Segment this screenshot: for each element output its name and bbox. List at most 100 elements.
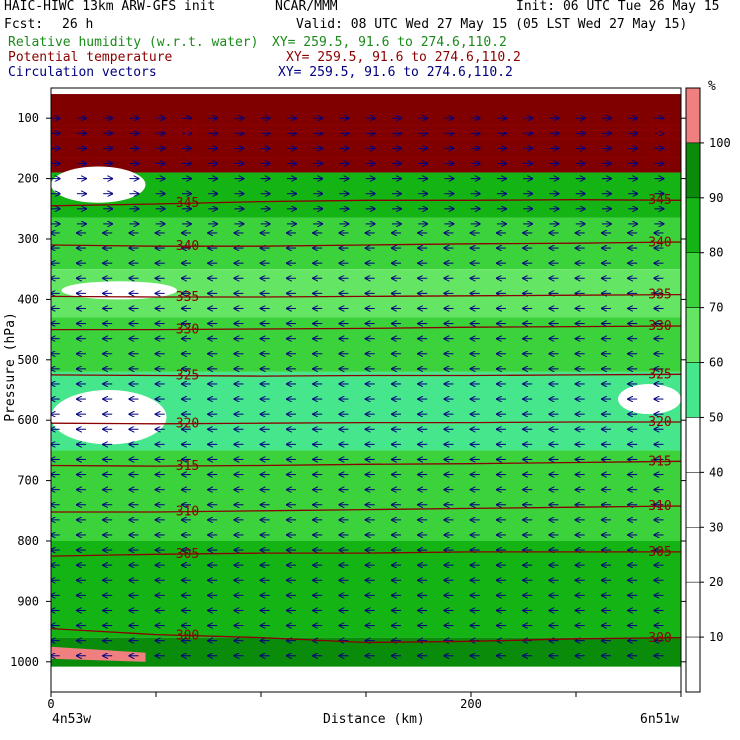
- colorbar-tick-label: 70: [709, 301, 723, 315]
- colorbar-segment: [685, 142, 701, 199]
- y-axis-label: Pressure (hPa): [2, 312, 18, 422]
- org-label: NCAR/MMM: [275, 0, 338, 14]
- theta-label: 305: [648, 545, 671, 560]
- theta-contour-layer: 300 300 305 305 310 310 315 315 320 320 325 325 330 3…: [51, 118, 681, 646]
- colorbar-tick-label: 30: [709, 520, 723, 534]
- colorbar-segment: [685, 417, 701, 473]
- theta-label: 320: [648, 415, 671, 430]
- theta-label: 330: [176, 322, 199, 337]
- colorbar-segment: [685, 197, 701, 253]
- colorbar-segment: [685, 527, 701, 583]
- colorbar-segment: [685, 87, 701, 144]
- theta-label: 360: [176, 124, 199, 139]
- y-tick-label: 300: [17, 232, 39, 246]
- theta-label: 325: [648, 367, 671, 382]
- theta-label: 340: [648, 235, 671, 250]
- colorbar-segment: [685, 252, 701, 308]
- y-tick-label: 900: [17, 594, 39, 608]
- colorbar-segment: [685, 636, 701, 693]
- colorbar-tick-label: 80: [709, 246, 723, 260]
- theta-label: 300: [176, 629, 199, 644]
- theta-label: 300: [648, 631, 671, 646]
- rh-dry-pocket: [618, 383, 681, 415]
- theta-contour-315: [51, 460, 681, 467]
- rh-band: [51, 317, 681, 372]
- theta-label: 335: [176, 290, 199, 305]
- theta-contour-360: [51, 128, 681, 133]
- x-tick-label: 0: [47, 697, 54, 711]
- field-xy-theta: XY= 259.5, 91.6 to 274.6,110.2: [286, 50, 521, 65]
- y-tick-label: 500: [17, 353, 39, 367]
- theta-label: 365: [648, 118, 671, 133]
- init-time: Init: 06 UTC Tue 26 May 15: [516, 0, 720, 14]
- theta-contour-335: [51, 293, 681, 298]
- colorbar-tick-label: 50: [709, 410, 723, 424]
- x-tick-label: 200: [460, 697, 482, 711]
- theta-contour-320: [51, 421, 681, 425]
- colorbar-tick-label: 10: [709, 630, 723, 644]
- colorbar-tick-label: 20: [709, 575, 723, 589]
- field-xy-vectors: XY= 259.5, 91.6 to 274.6,110.2: [278, 65, 513, 80]
- x-axis-label: Distance (km): [323, 712, 425, 727]
- colorbar: 100 90 80 70 60 50 40 30 20 10: [685, 87, 731, 693]
- rh-band: [51, 541, 681, 638]
- theta-label: 345: [648, 193, 671, 208]
- theta-contour-300: [51, 627, 681, 644]
- theta-label: 345: [176, 196, 199, 211]
- theta-label: 360: [648, 123, 671, 138]
- theta-contour-345: [51, 199, 681, 207]
- theta-contour-355: [51, 135, 681, 140]
- field-name-theta: Potential temperature: [8, 50, 173, 65]
- vector-layer: [51, 118, 664, 656]
- theta-label: 315: [176, 459, 199, 474]
- colorbar-segment: [685, 472, 701, 528]
- theta-label: 320: [176, 417, 199, 432]
- y-tick-label: 400: [17, 292, 39, 306]
- rh-band: [51, 172, 681, 218]
- forecast-label: Fcst:: [4, 17, 44, 32]
- theta-contour-325: [51, 373, 681, 377]
- theta-contour-350: [51, 156, 681, 159]
- y-tick-label: 1000: [10, 655, 39, 669]
- y-tick-label: 800: [17, 534, 39, 548]
- colorbar-tick-label: 100: [709, 136, 731, 150]
- end-point-label: 6n51w: [640, 712, 680, 727]
- y-tick-label: 600: [17, 413, 39, 427]
- theta-contour-340: [51, 241, 681, 247]
- colorbar-segment: [685, 581, 701, 638]
- theta-label: 325: [176, 369, 199, 384]
- below-ground: [51, 666, 681, 692]
- rh-dry-pocket: [61, 281, 177, 300]
- colorbar-tick-label: 60: [709, 356, 723, 370]
- colorbar-frame: [685, 87, 701, 693]
- theta-label: 315: [648, 455, 671, 470]
- theta-label: 350: [648, 150, 671, 165]
- theta-label: 365: [176, 118, 199, 133]
- y-tick-label: 200: [17, 172, 39, 186]
- theta-label: 310: [648, 499, 671, 514]
- theta-label: 305: [176, 547, 199, 562]
- start-point-label: 4n53w: [52, 712, 92, 727]
- valid-time: Valid: 08 UTC Wed 27 May 15 (05 LST Wed …: [296, 17, 688, 32]
- colorbar-tick-label: 40: [709, 465, 723, 479]
- theta-label: 355: [176, 131, 199, 146]
- rh-dry-pocket: [51, 390, 167, 445]
- y-tick-label: 700: [17, 474, 39, 488]
- theta-label: 330: [648, 319, 671, 334]
- axis-layer: 100 200 300 400 500 600 700 800 900 1000 0 200: [10, 111, 686, 711]
- forecast-hours: 26 h: [62, 17, 94, 32]
- y-tick-label: 100: [17, 111, 39, 125]
- field-name-vectors: Circulation vectors: [8, 65, 157, 80]
- field-name-rh: Relative humidity (w.r.t. water): [8, 35, 259, 50]
- colorbar-segment: [685, 307, 701, 363]
- theta-contour-305: [51, 551, 681, 557]
- colorbar-segment: [685, 362, 701, 418]
- colorbar-unit: %: [708, 79, 716, 94]
- rh-fill-layer: [51, 94, 681, 692]
- model-title: HAIC-HIWC 13km ARW-GFS init: [4, 0, 216, 14]
- theta-label: 340: [176, 239, 199, 254]
- theta-label: 310: [176, 505, 199, 520]
- theta-contour-310: [51, 505, 681, 513]
- colorbar-tick-label: 90: [709, 191, 723, 205]
